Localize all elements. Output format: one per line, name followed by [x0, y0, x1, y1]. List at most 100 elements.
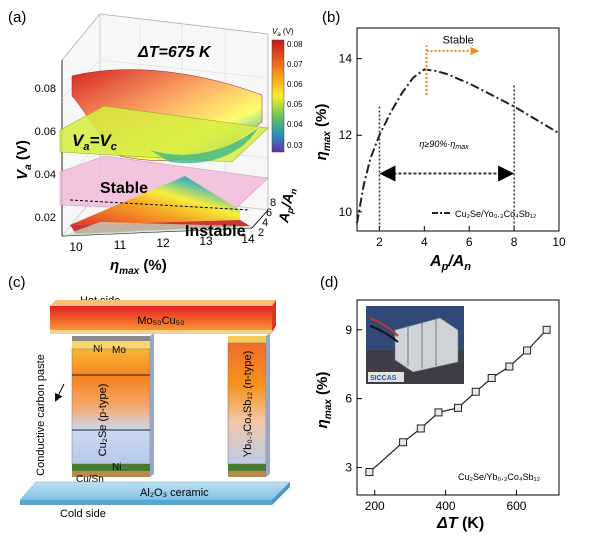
- panel-c-n-body: [227, 342, 267, 465]
- panel-d-xlabel: ΔT (K): [436, 515, 484, 532]
- svg-text:0.04: 0.04: [35, 169, 56, 181]
- panel-c-carbon-arrow: [55, 383, 65, 402]
- panel-d-points: [365, 325, 551, 477]
- panel-d-y-tick-label: 6: [345, 392, 352, 406]
- panel-c-cold-side: Cold side: [60, 508, 106, 520]
- panel-c-hot-plate-side: [272, 300, 276, 332]
- panel-d: (d) 3 6 9 200 400 600 SICCAS Cu₂Se: [314, 274, 560, 532]
- panel-c-p-leg-label: Cu₂Se (p-type): [97, 384, 109, 457]
- panel-c-p-leg: [71, 333, 154, 477]
- panel-a-x-ticks: 10 11 12 13 14: [69, 232, 255, 254]
- svg-text:8: 8: [270, 197, 276, 209]
- panel-b-y-tick-label: 14: [339, 52, 353, 66]
- panel-c-p-ni-bottom: [72, 464, 150, 471]
- panel-c-cusn: Cu/Sn: [76, 474, 104, 485]
- panel-d-y-tick-label: 3: [345, 460, 352, 474]
- panel-a: (a): [8, 9, 303, 277]
- panel-a-label: (a): [8, 9, 26, 26]
- panel-c-p-mo: [72, 341, 150, 349]
- panel-c-top-electrode: Mo₅₀Cu₅₀: [137, 315, 184, 327]
- svg-text:0.03: 0.03: [287, 141, 303, 150]
- panel-a-zlabel: Va (V): [14, 140, 34, 180]
- panel-d-photo-logo-bg: [368, 372, 404, 382]
- svg-text:10: 10: [69, 240, 83, 254]
- panel-d-x-tick-labels: 200 400 600: [365, 499, 527, 513]
- panel-c-hot-plate-top: [50, 300, 276, 306]
- panel-d-photo: SICCAS: [366, 306, 464, 384]
- panel-a-vc-plane: [59, 105, 269, 163]
- panel-d-point: [523, 346, 532, 355]
- panel-c: (c) Hot side Mo₅₀Cu₅₀ Ni Mo Cu₂Se (p-typ…: [8, 274, 291, 520]
- panel-c-label: (c): [8, 274, 26, 291]
- panel-b-x-tick-labels: 2 4 6 8 10: [376, 235, 566, 249]
- panel-a-y-ticks: 2 4 6 8: [258, 197, 276, 239]
- panel-b-x-tick-label: 8: [511, 235, 518, 249]
- panel-c-p-body: [71, 348, 151, 465]
- panel-b: (b) 10 12 14 2 4 6 8 10 Stable η≥90%·ηma…: [313, 9, 566, 273]
- panel-d-point: [399, 438, 408, 447]
- panel-c-cold-plate-edge: [20, 500, 272, 505]
- svg-text:11: 11: [114, 238, 127, 252]
- panel-b-x-tick-label: 2: [376, 235, 383, 249]
- panel-d-y-tick-labels: 3 6 9: [345, 323, 352, 475]
- panel-c-n-side: [266, 333, 270, 477]
- panel-c-n-top: [228, 336, 266, 343]
- panel-a-colorbar-title: Va (V): [272, 27, 294, 38]
- panel-b-ylabel: ηmax (%): [313, 104, 333, 161]
- panel-a-va-surface-lower: [150, 128, 258, 164]
- panel-d-ticks: [357, 329, 517, 495]
- svg-text:2: 2: [258, 227, 264, 239]
- panel-c-n-ni: [228, 464, 266, 471]
- panel-d-photo-device: [394, 317, 459, 373]
- panel-b-xlabel: Ap/An: [429, 253, 471, 273]
- panel-c-mo: Mo: [112, 345, 126, 356]
- panel-b-annotation: η≥90%·ηmax: [419, 139, 469, 151]
- panel-d-point: [365, 468, 374, 477]
- svg-text:14: 14: [241, 232, 255, 246]
- panel-b-x-tick-label: 4: [421, 235, 428, 249]
- panel-a-ylabel: Ap/An: [275, 186, 299, 225]
- panel-b-frame: [356, 27, 560, 232]
- panel-b-y-tick-labels: 10 12 14: [339, 52, 353, 219]
- panel-a-colorbar: Va (V) 0.08 0.07 0.06 0.05 0.04 0.03: [271, 27, 303, 153]
- panel-b-y-tick-label: 12: [339, 128, 353, 142]
- panel-c-cold-plate-side: [272, 482, 290, 505]
- panel-c-p-cusn: [72, 471, 150, 477]
- panel-b-x-tick-label: 10: [552, 235, 566, 249]
- panel-a-xlabel: ηmax (%): [110, 257, 167, 277]
- svg-text:6: 6: [266, 207, 272, 219]
- svg-text:0.06: 0.06: [287, 80, 303, 89]
- panel-d-point: [416, 424, 425, 433]
- panel-b-x-tick-label: 6: [466, 235, 473, 249]
- panel-d-frame: [356, 299, 560, 496]
- svg-text:13: 13: [199, 234, 213, 248]
- panel-c-n-leg: [227, 333, 270, 477]
- panel-c-hot-plate: [50, 306, 272, 332]
- panel-d-x-tick-label: 200: [365, 499, 385, 513]
- panel-d-point: [505, 362, 514, 371]
- panel-a-plane-label: Va=Vc: [72, 131, 117, 153]
- svg-text:12: 12: [156, 236, 170, 250]
- svg-text:0.08: 0.08: [287, 40, 303, 49]
- panel-c-n-cusn: [228, 471, 266, 477]
- panel-c-carbon-paste: Conductive carbon paste: [35, 354, 47, 476]
- panel-d-point: [454, 403, 462, 412]
- panel-d-photo-wire-black: [369, 325, 399, 343]
- panel-b-y-tick-label: 10: [339, 205, 353, 219]
- panel-d-x-tick-label: 600: [506, 499, 526, 513]
- panel-c-hot-plate-edge: [50, 330, 272, 334]
- svg-text:0.02: 0.02: [35, 212, 56, 224]
- panel-d-x-tick-label: 400: [436, 499, 456, 513]
- svg-text:0.07: 0.07: [287, 60, 303, 69]
- svg-text:0.04: 0.04: [287, 120, 303, 129]
- svg-text:0.08: 0.08: [35, 83, 56, 95]
- panel-d-photo-logo: SICCAS: [370, 375, 397, 382]
- panel-c-ceramic: Al₂O₃ ceramic: [140, 487, 209, 499]
- panel-a-z-ticks: 0.02 0.04 0.06 0.08: [35, 83, 56, 224]
- panel-a-floor: [62, 222, 252, 236]
- panel-d-point: [487, 374, 496, 382]
- panel-d-ylabel: ηmax (%): [314, 372, 334, 429]
- panel-b-series-line: [356, 68, 560, 224]
- svg-text:4: 4: [262, 217, 268, 229]
